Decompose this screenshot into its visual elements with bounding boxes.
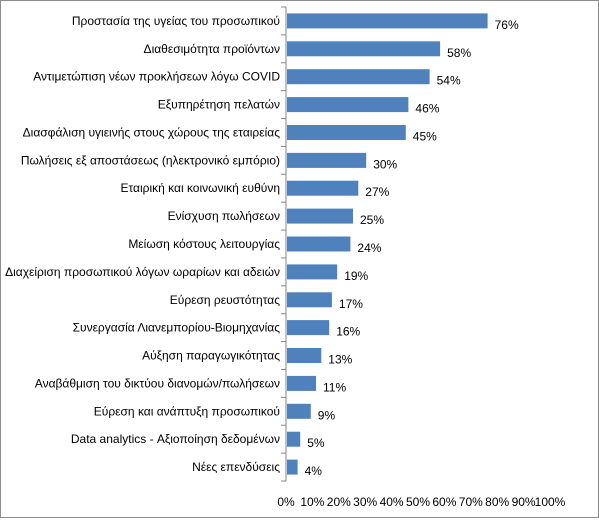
data-label-14: 11% (323, 380, 346, 394)
bar-1 (287, 13, 488, 29)
data-label-12: 16% (336, 325, 360, 339)
bar-17 (287, 459, 298, 475)
x-tick-label-90pct: 90% (512, 495, 536, 509)
category-label-11: Εύρεση ρευστότητας (170, 293, 280, 307)
category-label-12: Συνεργασία Λιανεμπορίου-Βιομηχανίας (73, 321, 281, 335)
category-label-9: Μείωση κόστους λειτουργίας (128, 237, 280, 251)
data-label-10: 19% (344, 269, 368, 283)
category-label-16: Data analytics - Αξιοποίηση δεδομένων (71, 432, 280, 446)
bar-9 (287, 236, 351, 252)
category-label-3: Αντιμετώπιση νέων προκλήσεων λόγω COVID (33, 70, 280, 84)
category-label-17: Νέες επενδύσεις (192, 460, 280, 474)
data-label-5: 45% (413, 130, 437, 144)
x-tick-label-50pct: 50% (406, 495, 430, 509)
category-label-2: Διαθεσιμότητα προϊόντων (144, 42, 280, 56)
x-tick-label-80pct: 80% (485, 495, 509, 509)
bar-7 (287, 180, 359, 196)
x-tick-label-40pct: 40% (380, 495, 404, 509)
x-tick-label-10pct: 10% (300, 495, 324, 509)
category-label-1: Προστασία της υγείας του προσωπικού (72, 14, 280, 28)
x-tick-label-20pct: 20% (327, 495, 351, 509)
bar-14 (287, 375, 316, 391)
data-label-2: 58% (447, 46, 471, 60)
bar-3 (287, 69, 430, 85)
bar-11 (287, 292, 332, 308)
bar-4 (287, 97, 409, 113)
x-tick-label-100pct: 100% (535, 495, 566, 509)
category-label-4: Εξυπηρέτηση πελατών (158, 98, 280, 112)
data-label-17: 4% (305, 464, 323, 478)
data-label-8: 25% (360, 213, 384, 227)
bar-15 (287, 403, 311, 419)
x-tick-label-60pct: 60% (432, 495, 456, 509)
data-label-7: 27% (365, 185, 389, 199)
data-label-1: 76% (495, 18, 519, 32)
category-label-10: Διαχείριση προσωπικού λόγων ωραρίων και … (5, 265, 280, 279)
category-label-14: Αναβάθμιση του δικτύου διανομών/πωλήσεων (35, 376, 280, 390)
bar-6 (287, 152, 367, 168)
x-tick-label-0pct: 0% (277, 495, 295, 509)
x-tick-label-30pct: 30% (353, 495, 377, 509)
bar-10 (287, 264, 338, 280)
x-tick-label-70pct: 70% (459, 495, 483, 509)
category-label-6: Πωλήσεις εξ αποστάσεως (ηλεκτρονικό εμπό… (21, 153, 280, 167)
data-label-6: 30% (373, 157, 397, 171)
bar-12 (287, 320, 330, 336)
bar-2 (287, 41, 441, 57)
category-label-7: Εταιρική και κοινωνική ευθύνη (120, 181, 280, 195)
bar-13 (287, 348, 322, 363)
bar-8 (287, 208, 353, 224)
bar-16 (287, 431, 301, 447)
data-label-13: 13% (328, 353, 352, 367)
data-label-16: 5% (307, 436, 325, 450)
category-label-15: Εύρεση και ανάπτυξη προσωπικού (94, 404, 280, 418)
data-label-3: 54% (437, 74, 461, 88)
category-label-5: Διασφάλιση υγιεινής στους χώρους της ετα… (23, 126, 281, 140)
data-label-9: 24% (357, 241, 381, 255)
category-label-8: Ενίσχυση πωλήσεων (168, 209, 280, 223)
data-label-4: 46% (415, 102, 439, 116)
bar-5 (287, 125, 406, 140)
data-label-15: 9% (318, 408, 336, 422)
category-label-13: Αύξηση παραγωγικότητας (142, 349, 280, 363)
data-label-11: 17% (339, 297, 363, 311)
